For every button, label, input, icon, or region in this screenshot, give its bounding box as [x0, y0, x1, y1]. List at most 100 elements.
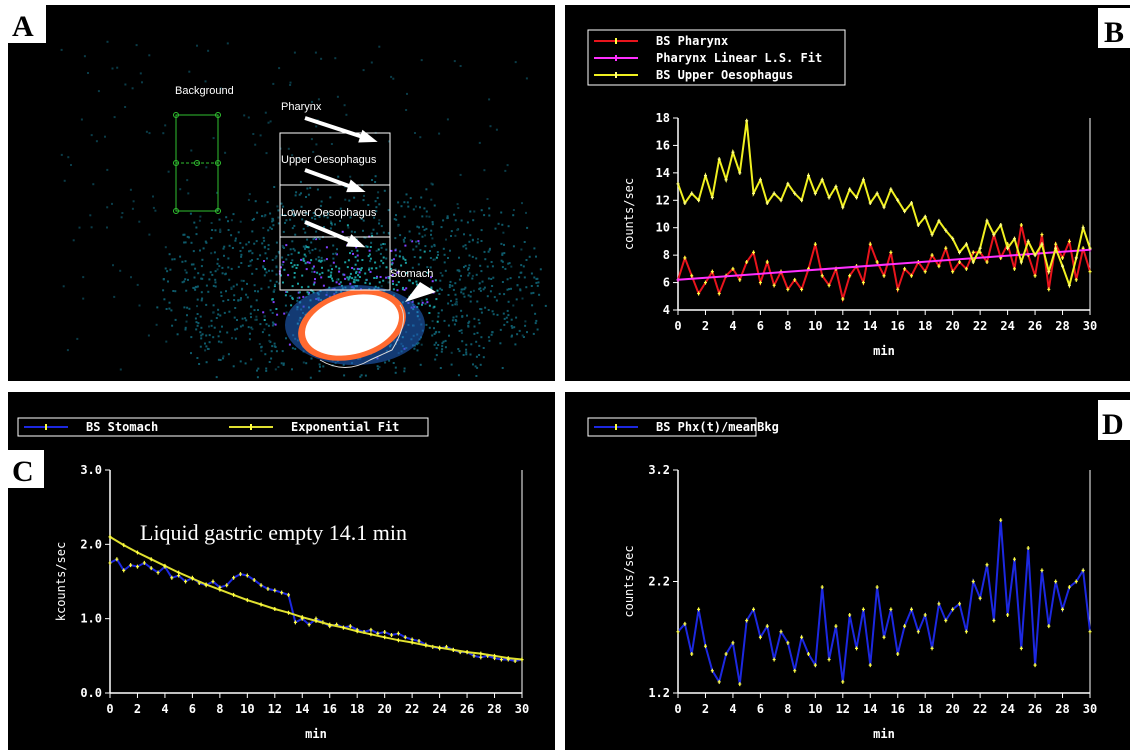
speckle: [199, 220, 201, 222]
speckle: [70, 164, 72, 166]
speckle: [290, 262, 292, 264]
speckle: [185, 327, 187, 329]
speckle: [397, 201, 399, 203]
speckle: [469, 234, 471, 236]
speckle: [273, 301, 275, 303]
speckle: [251, 273, 253, 275]
speckle: [201, 259, 203, 261]
speckle: [168, 308, 170, 310]
speckle: [273, 186, 275, 188]
speckle: [209, 341, 211, 343]
speckle: [377, 365, 379, 367]
speckle: [216, 317, 218, 319]
speckle: [441, 309, 443, 311]
speckle: [415, 281, 417, 283]
speckle: [234, 317, 236, 319]
speckle: [252, 133, 254, 135]
speckle: [203, 247, 205, 249]
speckle: [268, 244, 270, 246]
speckle: [107, 41, 109, 43]
speckle: [349, 176, 351, 178]
speckle: [218, 265, 220, 267]
panel-letter: C: [12, 455, 34, 488]
speckle: [390, 76, 392, 78]
speckle: [488, 207, 490, 209]
speckle: [356, 250, 358, 252]
speckle: [251, 259, 253, 261]
speckle: [492, 310, 494, 312]
speckle: [414, 256, 416, 258]
speckle: [351, 231, 353, 233]
speckle: [496, 129, 498, 131]
speckle: [367, 204, 369, 206]
speckle: [508, 225, 510, 227]
speckle: [399, 255, 401, 257]
speckle: [224, 152, 226, 154]
speckle: [275, 324, 277, 326]
speckle: [293, 225, 295, 227]
y-tick-label: 0.0: [80, 686, 102, 700]
speckle: [467, 326, 469, 328]
speckle: [520, 272, 522, 274]
speckle: [79, 227, 81, 229]
speckle: [407, 201, 409, 203]
speckle: [460, 275, 462, 277]
x-axis-label: min: [305, 727, 327, 741]
speckle: [137, 284, 139, 286]
speckle: [228, 279, 230, 281]
speckle: [487, 266, 489, 268]
speckle: [194, 268, 196, 270]
speckle: [498, 223, 500, 225]
speckle: [483, 347, 485, 349]
speckle: [354, 231, 356, 233]
speckle: [370, 271, 372, 273]
speckle: [265, 368, 267, 370]
speckle: [345, 114, 347, 116]
speckle: [428, 312, 430, 314]
speckle: [376, 233, 378, 235]
speckle: [201, 278, 203, 280]
speckle: [254, 309, 256, 311]
speckle: [283, 363, 285, 365]
speckle: [234, 329, 236, 331]
speckle: [344, 104, 346, 106]
speckle: [448, 325, 450, 327]
speckle: [294, 264, 296, 266]
speckle: [332, 258, 334, 260]
speckle: [281, 257, 283, 259]
speckle: [186, 272, 188, 274]
speckle: [442, 219, 444, 221]
x-tick-label: 14: [295, 702, 309, 716]
speckle: [437, 290, 439, 292]
speckle: [503, 244, 505, 246]
speckle: [422, 236, 424, 238]
speckle: [336, 279, 338, 281]
speckle: [475, 257, 477, 259]
speckle: [214, 279, 216, 281]
speckle: [457, 203, 459, 205]
speckle: [467, 269, 469, 271]
speckle: [253, 218, 255, 220]
speckle: [254, 284, 256, 286]
speckle: [394, 218, 396, 220]
speckle: [503, 293, 505, 295]
speckle: [413, 348, 415, 350]
speckle: [463, 354, 465, 356]
speckle: [319, 370, 321, 372]
speckle: [339, 220, 341, 222]
speckle: [63, 285, 65, 287]
speckle: [206, 361, 208, 363]
speckle: [275, 257, 277, 259]
speckle: [371, 62, 373, 64]
speckle: [367, 246, 369, 248]
speckle: [469, 211, 471, 213]
speckle: [399, 234, 401, 236]
speckle: [238, 231, 240, 233]
speckle: [195, 318, 197, 320]
speckle: [384, 362, 386, 364]
speckle: [321, 201, 323, 203]
speckle: [270, 309, 272, 311]
speckle: [98, 90, 100, 92]
speckle: [355, 272, 357, 274]
speckle: [364, 282, 366, 284]
